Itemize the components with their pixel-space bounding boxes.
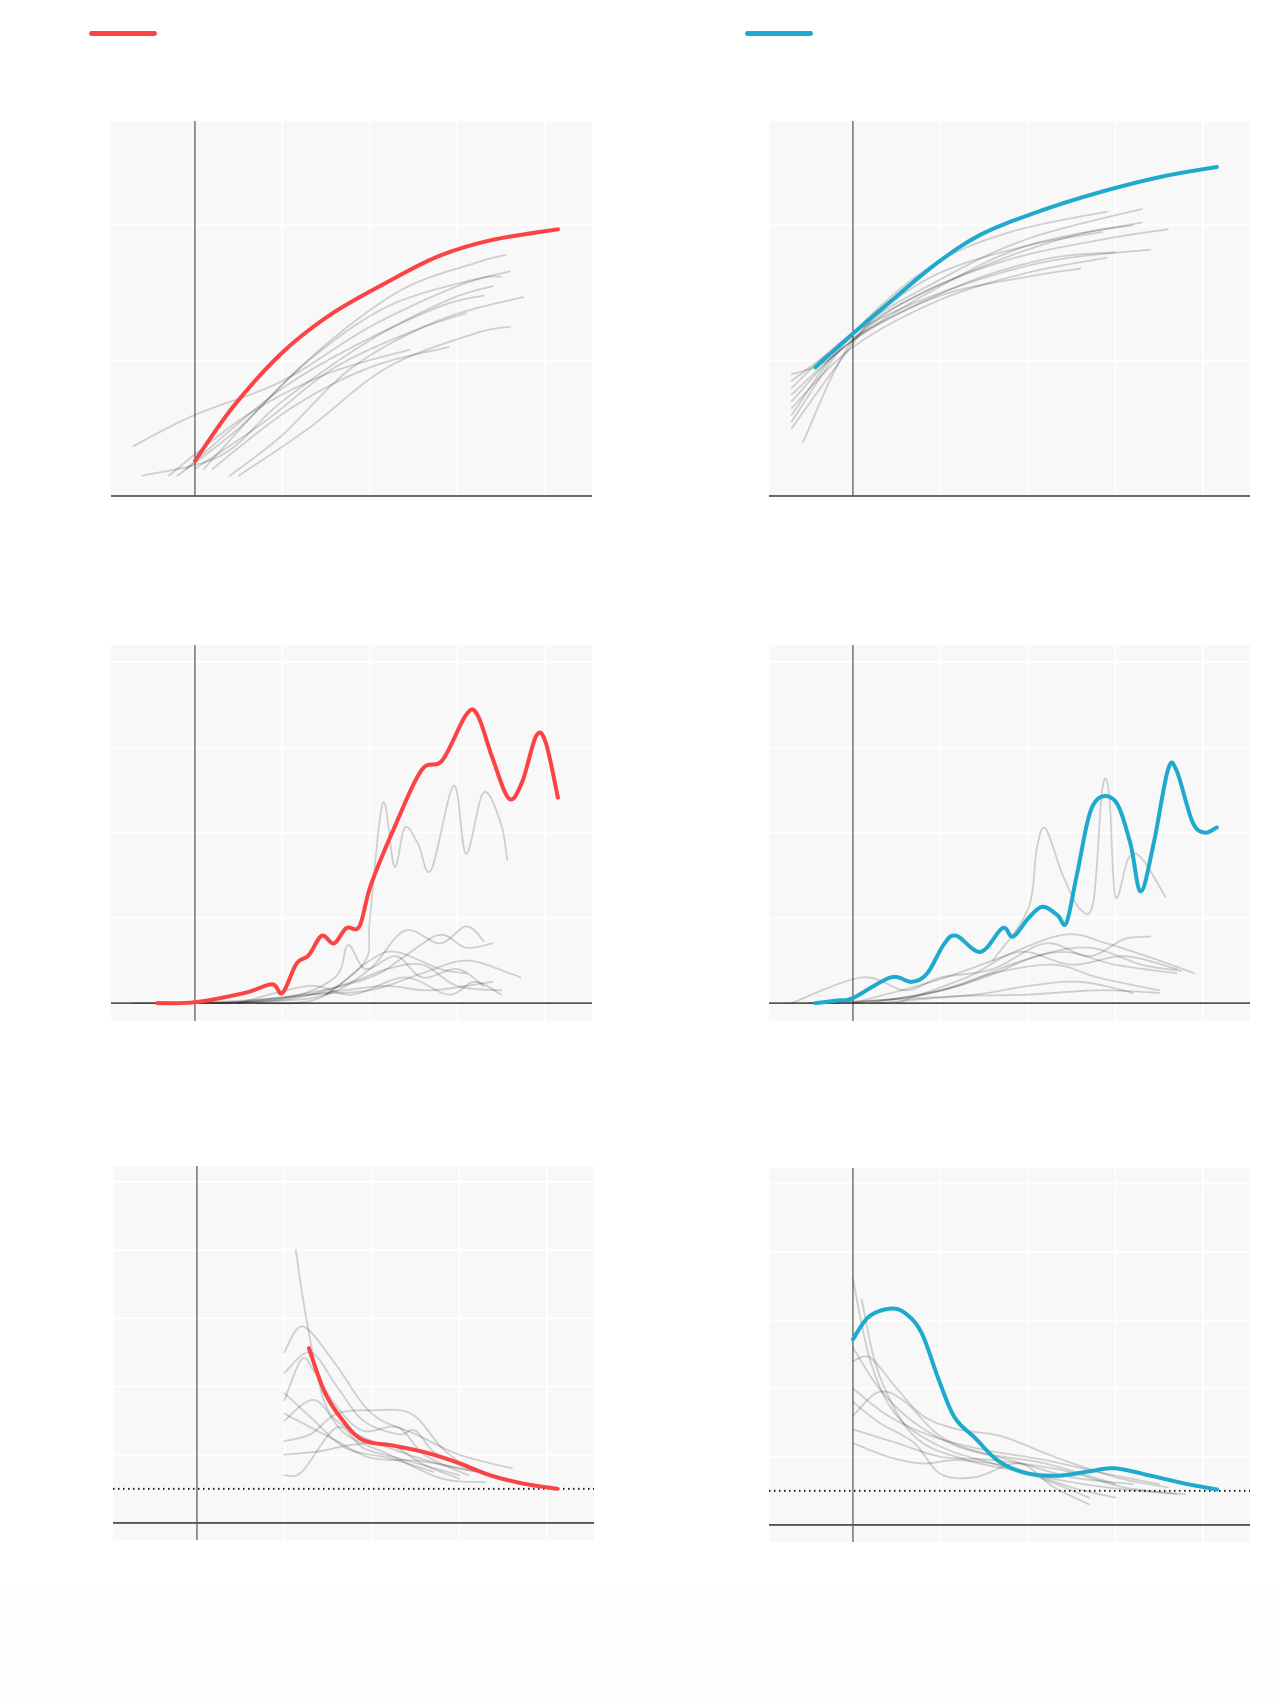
background-series-line — [202, 254, 507, 470]
background-series-line — [176, 275, 502, 477]
legend-swatch-red — [89, 31, 157, 36]
chart-svg — [111, 121, 592, 497]
background-series-line — [220, 933, 494, 1004]
background-series-line — [790, 248, 1152, 389]
plot-background — [113, 1166, 594, 1540]
background-series-line — [132, 270, 511, 447]
chart-panel-bottom-left — [113, 1166, 594, 1540]
background-series-line — [790, 224, 1134, 376]
chart-svg — [769, 121, 1250, 497]
background-series-line — [132, 925, 485, 1004]
background-series-line — [852, 946, 1182, 1004]
chart-panel-middle-left — [111, 645, 592, 1021]
background-series-line — [852, 1390, 1117, 1485]
background-series-line — [237, 976, 502, 1004]
background-series-line — [283, 1399, 487, 1483]
highlight-series-line — [193, 227, 560, 463]
chart-panel-top-left — [111, 121, 592, 497]
background-series-line — [185, 294, 485, 470]
background-series-line — [325, 784, 509, 996]
background-series-line — [825, 980, 1134, 1004]
background-series-line — [141, 285, 494, 477]
background-series-line — [194, 944, 485, 1004]
plot-background — [769, 121, 1250, 496]
background-series-line — [211, 962, 502, 1004]
background-series-line — [992, 777, 1167, 962]
background-series-line — [790, 935, 1152, 1004]
background-series-line — [895, 950, 1178, 1004]
background-series-line — [852, 1442, 1117, 1499]
chart-svg — [113, 1166, 594, 1540]
legend-swatch-blue — [745, 31, 813, 36]
background-series-line — [802, 228, 1169, 443]
background-series-line — [194, 980, 494, 1004]
chart-svg — [111, 645, 592, 1021]
background-series-line — [790, 256, 1108, 409]
highlight-series-line — [813, 760, 1219, 1006]
background-series-line — [852, 1346, 1134, 1485]
background-series-line — [194, 312, 467, 470]
highlight-series-line — [306, 1346, 560, 1491]
chart-svg — [769, 645, 1250, 1021]
chart-panel-top-right — [769, 121, 1250, 497]
background-series-line — [255, 950, 467, 1005]
background-series-line — [852, 1355, 1169, 1489]
background-series-line — [229, 296, 524, 477]
background-series-line — [283, 1325, 513, 1470]
highlight-series-line — [851, 1306, 1219, 1492]
highlight-series-line — [813, 165, 1219, 370]
background-series-line — [237, 959, 522, 1004]
background-series-line — [294, 1249, 478, 1473]
plot-background — [111, 121, 592, 496]
background-series-line — [211, 346, 450, 470]
chart-panel-bottom-right — [769, 1168, 1250, 1542]
background-series-line — [869, 963, 1160, 1004]
background-series-line — [790, 221, 1143, 396]
background-series-line — [852, 1428, 1187, 1496]
background-series-line — [283, 1412, 496, 1477]
background-series-line — [808, 950, 1178, 1004]
background-series-line — [283, 1351, 487, 1477]
highlight-series-line — [155, 707, 560, 1006]
background-series-line — [283, 1392, 434, 1473]
background-series-line — [237, 325, 511, 477]
background-series-line — [790, 208, 1143, 416]
background-series-line — [852, 1278, 1178, 1496]
chart-svg — [769, 1168, 1250, 1542]
background-series-line — [790, 231, 1104, 430]
background-series-line — [790, 251, 1117, 403]
background-series-line — [283, 1426, 461, 1478]
background-series-line — [283, 1408, 469, 1470]
plot-background — [769, 1168, 1250, 1542]
background-series-line — [852, 933, 1195, 1004]
background-series-line — [852, 1401, 1090, 1506]
footer-area — [0, 1590, 1280, 1704]
chart-panel-middle-right — [769, 645, 1250, 1021]
background-series-line — [878, 989, 1160, 1004]
